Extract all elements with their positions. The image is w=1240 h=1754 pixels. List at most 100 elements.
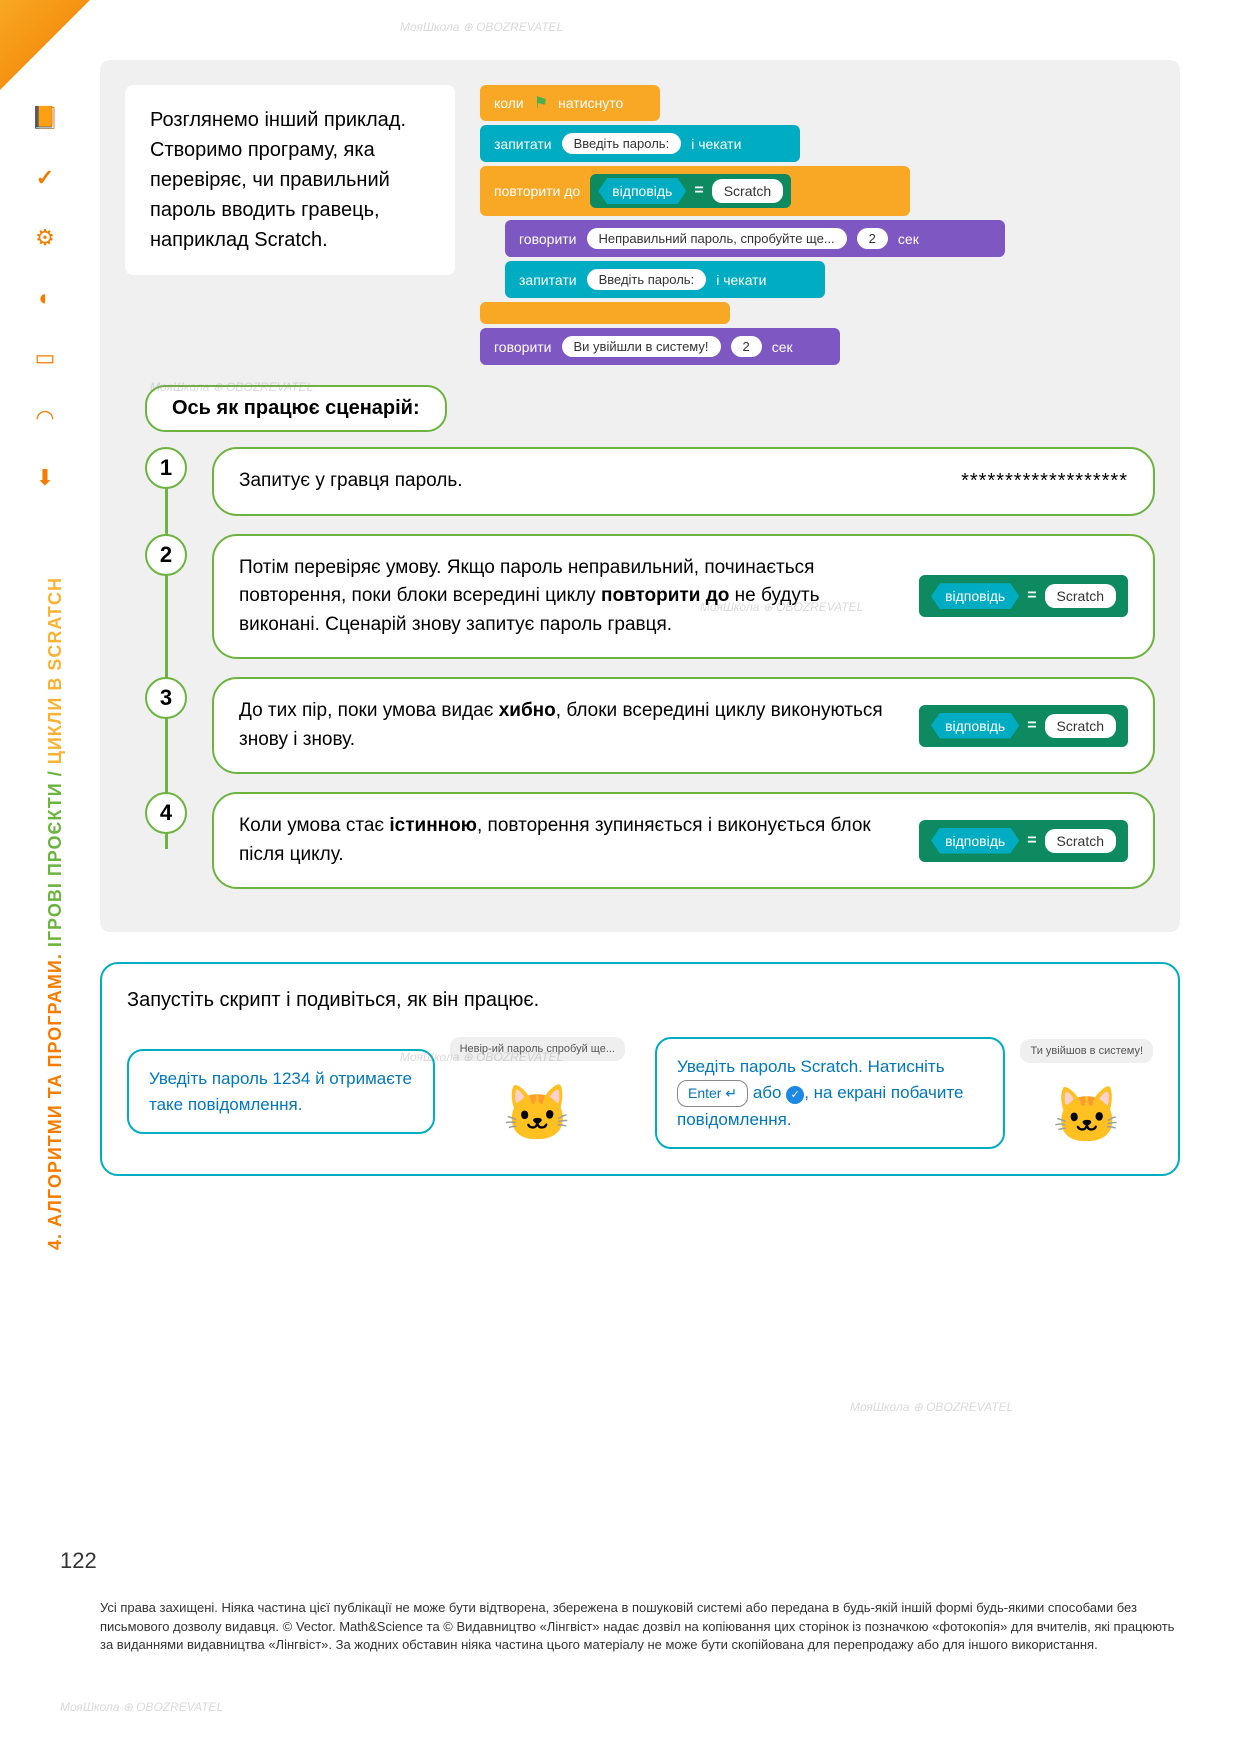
cond-eq: = xyxy=(1027,717,1036,735)
sb-value: Неправильний пароль, спробуйте ще... xyxy=(587,228,847,249)
watermark: МояШкола ⊕ OBOZREVATEL xyxy=(850,1400,1013,1414)
enter-key: Enter ↵ xyxy=(677,1080,748,1107)
sb-label: і чекати xyxy=(691,136,741,152)
t: До тих пір, поки умова видає xyxy=(239,700,499,721)
sb-repeat-end xyxy=(480,302,730,324)
mini-bubble-left: Невір-ий пароль спробуй ще... xyxy=(450,1037,625,1061)
sb-label: говорити xyxy=(494,339,552,355)
run-right: Уведіть пароль Scratch. Натисніть Enter … xyxy=(655,1037,1153,1149)
sb-label: говорити xyxy=(519,231,577,247)
cond-answer: відповідь xyxy=(931,828,1019,854)
t: Коли умова стає xyxy=(239,815,389,836)
vertical-heading: 4. АЛГОРИТМИ ТА ПРОГРАМИ. ІГРОВІ ПРОЄКТИ… xyxy=(45,577,66,1250)
sb-when-clicked: коли ⚑ натиснуто xyxy=(480,85,660,121)
vt-yellow: ЦИКЛИ В SCRATCH xyxy=(45,577,65,764)
t-bold: повторити до xyxy=(601,585,729,606)
copyright: Усі права захищені. Ніяка частина цієї п… xyxy=(100,1599,1180,1654)
t-bold: хибно xyxy=(499,700,556,721)
scratch-blocks: коли ⚑ натиснуто запитати Введіть пароль… xyxy=(480,85,1155,365)
sb-value: Введіть пароль: xyxy=(587,269,707,290)
main-content: Розглянемо інший приклад. Створимо прогр… xyxy=(100,60,1180,932)
gear-icon: ⚙ xyxy=(28,220,63,255)
step-text: Запитує у гравця пароль. xyxy=(239,467,941,496)
t: або xyxy=(753,1083,782,1102)
mini-bubble-right: Ти увійшов в систему! xyxy=(1020,1039,1153,1063)
steps: 1 Запитує у гравця пароль. *************… xyxy=(145,447,1155,889)
sb-value: 2 xyxy=(857,228,888,249)
cat-icon: 🐱 xyxy=(497,1066,577,1146)
cond-val: Scratch xyxy=(1045,829,1116,853)
step-4: 4 Коли умова стає істинною, повторення з… xyxy=(145,792,1155,889)
step-num: 3 xyxy=(145,677,187,719)
check-circle-icon: ✓ xyxy=(786,1086,804,1104)
step-body: Коли умова стає істинною, повторення зуп… xyxy=(212,792,1155,889)
check-icon: ✓ xyxy=(28,160,63,195)
step-3: 3 До тих пір, поки умова видає хибно, бл… xyxy=(145,677,1155,774)
sb-scratch: Scratch xyxy=(712,179,783,203)
intro-text: Розглянемо інший приклад. Створимо прогр… xyxy=(125,85,455,275)
condition-block: відповідь = Scratch xyxy=(919,575,1128,617)
watermark: МояШкола ⊕ OBOZREVATEL xyxy=(60,1700,223,1714)
sb-label: повторити до xyxy=(494,183,580,199)
run-left: Уведіть пароль 1234 й отримаєте таке пов… xyxy=(127,1037,625,1146)
step-body: Потім перевіряє умову. Якщо пароль непра… xyxy=(212,534,1155,660)
sb-condition: відповідь = Scratch xyxy=(590,174,791,208)
sb-value: Введіть пароль: xyxy=(562,133,682,154)
vt-green: ІГРОВІ ПРОЄКТИ / xyxy=(45,770,65,947)
sb-say-wrong: говорити Неправильний пароль, спробуйте … xyxy=(505,220,1005,257)
step-text: До тих пір, поки умова видає хибно, блок… xyxy=(239,697,899,754)
speech-left: Уведіть пароль 1234 й отримаєте таке пов… xyxy=(127,1049,435,1134)
sb-label: натиснуто xyxy=(558,95,623,111)
page-number: 122 xyxy=(60,1548,97,1574)
watermark: МояШкола ⊕ OBOZREVATEL xyxy=(400,20,563,34)
sb-eq: = xyxy=(694,182,703,200)
wifi-icon: ◠ xyxy=(28,400,63,435)
monitor-icon: ▭ xyxy=(28,340,63,375)
step-num: 2 xyxy=(145,534,187,576)
step-body: До тих пір, поки умова видає хибно, блок… xyxy=(212,677,1155,774)
sb-say-success: говорити Ви увійшли в систему! 2 сек xyxy=(480,328,840,365)
step-1: 1 Запитує у гравця пароль. *************… xyxy=(145,447,1155,516)
cond-eq: = xyxy=(1027,587,1036,605)
condition-block: відповідь = Scratch xyxy=(919,705,1128,747)
sb-label: коли xyxy=(494,95,524,111)
t-bold: істинною xyxy=(389,815,477,836)
run-title: Запустіть скрипт і подивіться, як він пр… xyxy=(127,989,1153,1012)
scenario-title: Ось як працює сценарій: xyxy=(145,385,447,432)
sb-value: Ви увійшли в систему! xyxy=(562,336,721,357)
step-body: Запитує у гравця пароль. ***************… xyxy=(212,447,1155,516)
sb-repeat: повторити до відповідь = Scratch xyxy=(480,166,910,216)
intro-row: Розглянемо інший приклад. Створимо прогр… xyxy=(125,85,1155,365)
book-icon: 📙 xyxy=(28,100,63,135)
sb-label: і чекати xyxy=(716,272,766,288)
t: Уведіть пароль Scratch. Натисніть xyxy=(677,1057,945,1076)
step-num: 1 xyxy=(145,447,187,489)
sb-label: сек xyxy=(898,231,919,247)
sb-label: сек xyxy=(772,339,793,355)
sidebar: 📙 ✓ ⚙ ◐ ▭ ◠ ⬇ xyxy=(20,100,70,495)
cat-icon: 🐱 xyxy=(1047,1068,1127,1148)
step-num: 4 xyxy=(145,792,187,834)
cond-answer: відповідь xyxy=(931,713,1019,739)
cond-answer: відповідь xyxy=(931,583,1019,609)
cond-val: Scratch xyxy=(1045,584,1116,608)
clock-icon: ◐ xyxy=(28,280,63,315)
condition-block: відповідь = Scratch xyxy=(919,820,1128,862)
step-2: 2 Потім перевіряє умову. Якщо пароль неп… xyxy=(145,534,1155,660)
step-text: Потім перевіряє умову. Якщо пароль непра… xyxy=(239,554,899,640)
sb-label: запитати xyxy=(494,136,552,152)
sb-ask-2: запитати Введіть пароль: і чекати xyxy=(505,261,825,298)
sb-ask-1: запитати Введіть пароль: і чекати xyxy=(480,125,800,162)
cond-val: Scratch xyxy=(1045,714,1116,738)
corner-tab xyxy=(0,0,90,90)
step-text: Коли умова стає істинною, повторення зуп… xyxy=(239,812,899,869)
cond-eq: = xyxy=(1027,832,1036,850)
sb-value: 2 xyxy=(731,336,762,357)
stars: ******************* xyxy=(961,470,1128,493)
vt-orange: 4. АЛГОРИТМИ ТА ПРОГРАМИ. xyxy=(45,953,65,1250)
download-icon: ⬇ xyxy=(28,460,63,495)
sb-label: запитати xyxy=(519,272,577,288)
page: 📙 ✓ ⚙ ◐ ▭ ◠ ⬇ 4. АЛГОРИТМИ ТА ПРОГРАМИ. … xyxy=(0,0,1240,1754)
speech-right: Уведіть пароль Scratch. Натисніть Enter … xyxy=(655,1037,1005,1149)
run-section: Запустіть скрипт і подивіться, як він пр… xyxy=(100,962,1180,1176)
